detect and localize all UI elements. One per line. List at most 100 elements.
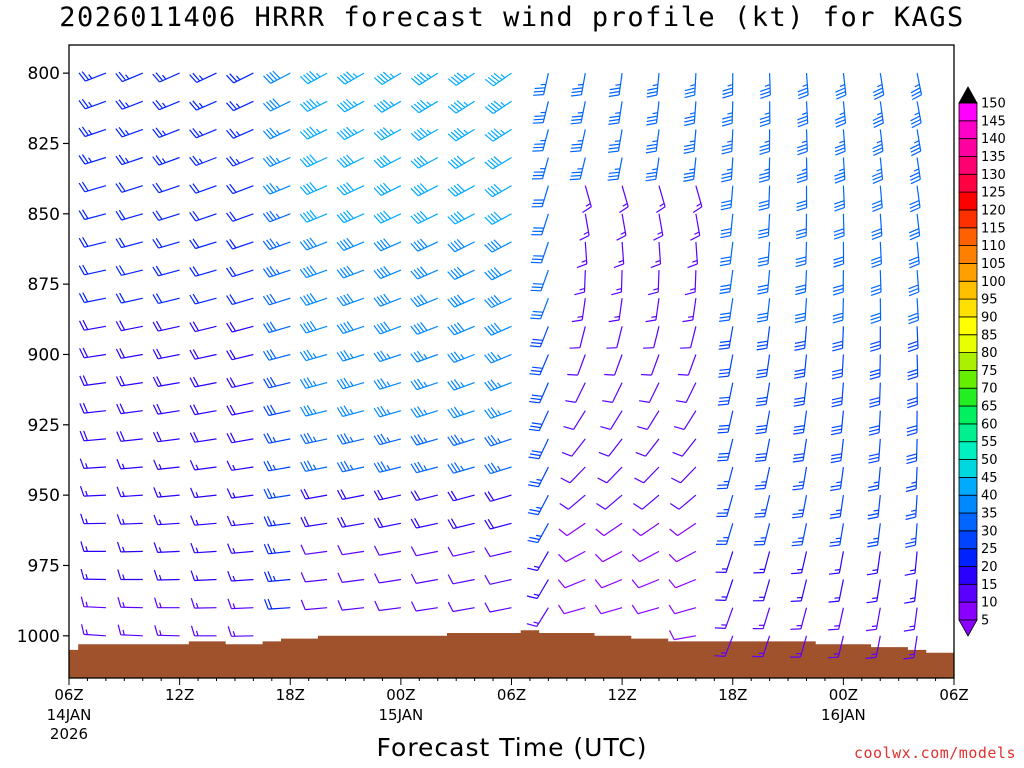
barb-flag-full: [907, 312, 919, 318]
wind-barb: [792, 466, 808, 491]
barb-flag-full: [721, 175, 732, 179]
barb-flag-full: [528, 484, 539, 488]
barb-flag-full: [190, 487, 196, 498]
barb-shaft: [453, 494, 475, 502]
barb-flag-full: [795, 312, 806, 317]
wind-barb: [447, 322, 475, 336]
barb-shaft: [540, 241, 549, 263]
barb-flag-full: [868, 428, 880, 433]
wind-barb: [410, 601, 438, 612]
barb-flag-full: [908, 291, 920, 297]
barb-shaft: [617, 129, 623, 152]
barb-flag-full: [868, 456, 880, 461]
colorbar-label: 30: [981, 524, 998, 539]
wind-barb: [447, 462, 475, 474]
barb-shaft: [765, 354, 771, 377]
wind-barb: [531, 213, 549, 236]
barb-flag-full: [306, 183, 314, 193]
barb-flag-full: [569, 178, 581, 181]
barb-flag-half: [386, 464, 391, 471]
barb-flag-half: [615, 112, 621, 114]
barb-shaft: [678, 494, 697, 510]
surface-ground: [69, 630, 954, 678]
barb-flag-full: [719, 263, 731, 267]
barb-flag-half: [460, 465, 465, 471]
wind-barb: [262, 238, 291, 251]
wind-barb: [116, 514, 143, 525]
barb-flag-half: [620, 231, 626, 235]
wind-barb: [189, 376, 217, 388]
barb-shaft: [801, 494, 808, 517]
wind-barb: [718, 354, 734, 378]
barb-flag-full: [343, 433, 350, 443]
barb-flag-full: [343, 211, 351, 221]
barb-shaft: [492, 128, 512, 142]
wind-barb: [484, 574, 512, 585]
barb-flag-full: [834, 143, 845, 149]
barb-flag-full: [608, 319, 620, 323]
barb-shaft: [566, 522, 586, 537]
barb-flag-full: [903, 628, 915, 632]
barb-flag-full: [450, 242, 459, 251]
barb-shaft: [839, 466, 844, 489]
wind-barb: [189, 349, 217, 360]
barb-flag-full: [720, 259, 731, 263]
barb-flag-full: [309, 209, 317, 219]
barb-flag-full: [336, 131, 345, 141]
wind-barb: [791, 494, 808, 519]
barb-flag-full: [870, 284, 881, 289]
barb-flag-full: [81, 624, 85, 635]
plot-frame: [68, 44, 955, 679]
wind-barb: [226, 377, 254, 388]
wind-barb: [336, 126, 365, 141]
barb-flag-full: [337, 600, 343, 611]
barb-flag-full: [153, 569, 159, 581]
wind-barb: [410, 127, 439, 141]
barb-flag-full: [645, 175, 657, 178]
wind-barb: [834, 129, 846, 156]
barb-shaft: [492, 156, 512, 170]
barb-flag-full: [796, 203, 807, 208]
barb-flag-full: [227, 626, 232, 637]
barb-flag-full: [487, 435, 495, 446]
barb-flag-full: [156, 348, 163, 359]
barb-flag-full: [336, 76, 346, 85]
wind-barb: [797, 101, 809, 128]
barb-shaft: [583, 270, 586, 293]
barb-flag-full: [868, 453, 880, 457]
wind-barb: [717, 438, 734, 462]
barb-flag-full: [383, 321, 391, 331]
barb-shaft: [453, 410, 475, 419]
x-tick-label: 18Z: [276, 686, 305, 704]
barb-flag-full: [226, 322, 233, 333]
wind-barb: [560, 466, 586, 484]
barb-flag-full: [594, 579, 603, 589]
barb-flag-full: [529, 373, 540, 376]
wind-barb: [153, 569, 180, 581]
barb-shaft: [658, 185, 666, 207]
barb-flag-full: [229, 294, 237, 304]
barb-shaft: [158, 156, 180, 166]
barb-flag-full: [78, 210, 86, 220]
wind-barb: [909, 185, 921, 213]
barb-shaft: [879, 101, 884, 124]
barb-shaft: [268, 494, 291, 500]
barb-flag-full: [655, 206, 666, 214]
colorbar-bin: [958, 173, 978, 193]
wind-barb: [300, 488, 328, 500]
barb-flag-full: [687, 263, 698, 269]
barb-flag-full: [872, 115, 883, 122]
barb-flag-full: [269, 182, 277, 192]
barb-shaft: [342, 410, 365, 417]
barb-flag-full: [152, 349, 159, 360]
barb-flag-full: [192, 210, 200, 221]
wind-barb: [373, 517, 402, 529]
barb-flag-full: [910, 147, 921, 153]
wind-barb: [79, 458, 106, 469]
barb-shaft: [269, 185, 291, 195]
barb-flag-full: [262, 185, 271, 195]
barb-flag-full: [80, 541, 85, 552]
barb-flag-half: [838, 168, 845, 172]
barb-flag-full: [758, 207, 769, 211]
barb-shaft: [120, 410, 143, 415]
